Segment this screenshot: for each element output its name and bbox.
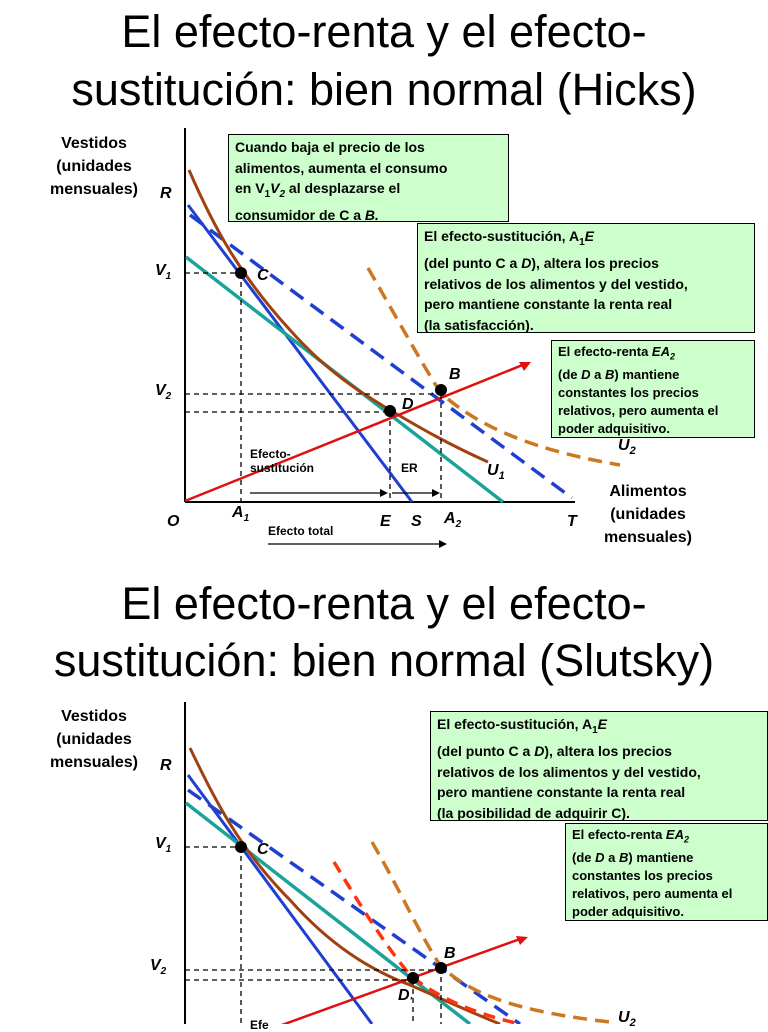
note-line: El efecto-renta EA2 <box>558 344 675 362</box>
indifference-curve-red-dashed <box>332 861 521 1024</box>
note-substitution: El efecto-sustitución, A1E (del punto C … <box>417 223 755 333</box>
label-D: D <box>402 396 414 413</box>
y-caption-line: Vestidos <box>61 708 127 725</box>
indifference-curve-U1 <box>188 747 501 1024</box>
note-line: El efecto-sustitución, A1E <box>437 716 607 736</box>
label-B: B <box>444 945 456 962</box>
note-line: poder adquisitivo. <box>558 420 670 436</box>
note-line: El efecto-sustitución, A1E <box>424 228 594 248</box>
slide1-x-axis-caption: Alimentos (unidades mensuales) <box>590 480 706 549</box>
label-V2: V2 <box>150 957 167 978</box>
note-line: relativos de los alimentos y del vestido… <box>424 275 688 292</box>
efecto-sustitucion-line: sustitución <box>250 461 315 475</box>
label-O: O <box>167 513 180 530</box>
point-C <box>235 267 247 279</box>
label-V1: V1 <box>155 835 172 856</box>
slide2-title-line2: sustitución: bien normal (Slutsky) <box>53 635 715 686</box>
y-caption-line: (unidades <box>56 158 132 175</box>
note-substitution: El efecto-sustitución, A1E (del punto C … <box>430 711 768 821</box>
er-label: ER <box>401 461 418 475</box>
note-line: (del punto C a D), altera los precios <box>437 743 672 760</box>
y-caption-line: Vestidos <box>61 135 127 152</box>
slide2-y-axis-caption: Vestidos (unidades mensuales) <box>38 705 150 774</box>
point-C <box>235 841 247 853</box>
label-U2: U2 <box>618 437 636 458</box>
label-A2: A2 <box>444 510 462 531</box>
label-C: C <box>257 841 269 858</box>
arrow-head <box>380 489 388 497</box>
point-B <box>435 384 447 396</box>
arrow-head <box>432 489 440 497</box>
note-line: relativos, pero aumenta el <box>572 885 733 901</box>
note-line: (de D a B) mantiene <box>572 849 694 865</box>
label-S: S <box>411 513 422 530</box>
label-R: R <box>160 757 172 774</box>
label-U2: U2 <box>618 1009 636 1030</box>
efecto-sustitucion-label: Efecto- sustitución <box>250 447 314 475</box>
label-U1: U1 <box>487 462 505 483</box>
budget-line-original <box>186 204 414 503</box>
efecto-total-label: Efecto total <box>268 524 334 538</box>
x-caption-line: (unidades <box>610 506 686 523</box>
note-income: El efecto-renta EA2 (de D a B) mantiene … <box>565 823 768 921</box>
label-C: C <box>257 267 269 284</box>
y-caption-line: mensuales) <box>49 181 139 198</box>
x-caption-line: mensuales) <box>603 529 693 546</box>
income-expansion-line <box>184 362 526 503</box>
note-line: (del punto C a D), altera los precios <box>424 255 659 272</box>
efecto-sustitucion-line: Efecto- <box>250 447 291 461</box>
y-caption-line: (unidades <box>56 731 132 748</box>
note-line: pero mantiene constante la renta real <box>424 296 673 313</box>
arrow-head <box>519 362 531 371</box>
arrow-head <box>516 936 528 945</box>
note-income: El efecto-renta EA2 (de D a B) mantiene … <box>551 340 755 438</box>
note-line: (de D a B) mantiene <box>558 366 680 382</box>
label-B: B <box>449 366 461 383</box>
label-V2: V2 <box>155 382 172 403</box>
point-D <box>384 405 396 417</box>
income-expansion-line <box>280 937 521 1024</box>
slide1-title-line1: El efecto-renta y el efecto- <box>121 6 647 57</box>
slide1-y-axis-caption: Vestidos (unidades mensuales) <box>38 132 150 201</box>
budget-line-RT <box>188 213 574 500</box>
arrow-head <box>439 540 447 548</box>
indifference-curve-U2 <box>366 267 621 467</box>
note-line: El efecto-renta EA2 <box>572 827 689 845</box>
label-D: D' <box>398 987 412 1008</box>
note-line: alimentos, aumenta el consumo <box>235 159 448 176</box>
note-line: poder adquisitivo. <box>572 903 684 919</box>
note-line: constantes los precios <box>558 384 699 400</box>
y-caption-line: mensuales) <box>49 754 139 771</box>
label-T: T <box>567 513 577 530</box>
budget-line-compensated <box>184 801 472 1024</box>
note-line: (la posibilidad de adquirir C). <box>437 804 630 821</box>
label-R: R <box>160 185 172 202</box>
x-caption-line: Alimentos <box>609 483 687 500</box>
indifference-curve-U1 <box>187 169 489 464</box>
point-B <box>435 962 447 974</box>
label-V1: V1 <box>155 262 172 283</box>
note-line: relativos de los alimentos y del vestido… <box>437 763 701 780</box>
note-line: pero mantiene constante la renta real <box>437 784 686 801</box>
slide2-title-line1: El efecto-renta y el efecto- <box>121 578 647 629</box>
label-A1: A1 <box>232 504 250 525</box>
note-line: en V1V2 al desplazarse el <box>235 180 401 200</box>
note-line: Cuando baja el precio de los <box>235 139 425 155</box>
efecto-partial-label: Efe <box>250 1018 269 1032</box>
budget-line-RT <box>186 788 522 1024</box>
note-line: constantes los precios <box>572 867 713 883</box>
slide1-title-line2: sustitución: bien normal (Hicks) <box>71 64 697 115</box>
note-line: consumidor de C a B. <box>235 207 379 224</box>
point-D <box>407 972 419 984</box>
label-E: E <box>380 513 391 530</box>
budget-line-original <box>186 774 374 1024</box>
note-price-drop: Cuando baja el precio de los alimentos, … <box>228 134 509 223</box>
note-line: relativos, pero aumenta el <box>558 402 719 418</box>
note-line: (la satisfacción). <box>424 316 534 333</box>
